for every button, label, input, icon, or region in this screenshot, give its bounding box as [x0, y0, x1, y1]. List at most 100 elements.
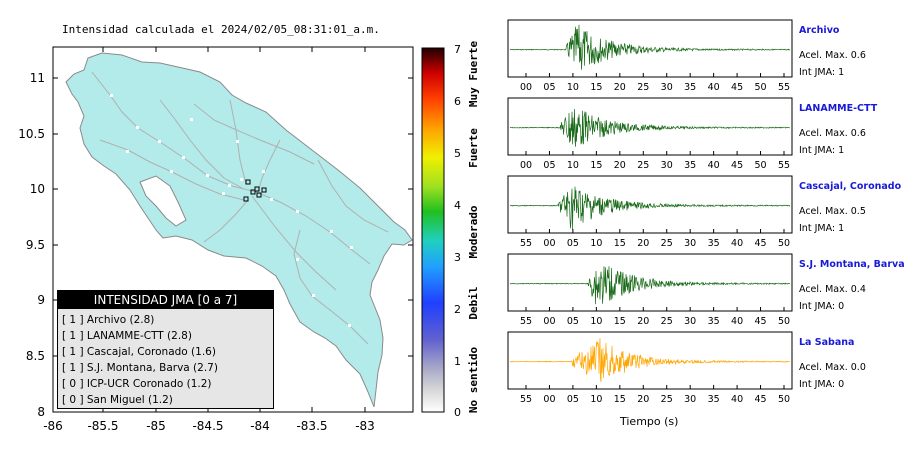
- x-tick-label: -84: [250, 419, 270, 433]
- y-tick-label: 8: [37, 405, 45, 419]
- station-panel: 55 00 05 10 15 20 25 30 35 40 45 50 Cascajal, Corona…: [507, 175, 902, 249]
- time-tick-label: 55: [520, 238, 532, 249]
- time-tick-label: 40: [708, 160, 720, 171]
- legend-title: INTENSIDAD JMA [0 a 7]: [58, 291, 273, 309]
- y-tick-label: 10: [30, 182, 45, 196]
- station-jma: Int JMA: 0: [799, 379, 844, 390]
- time-tick-label: 20: [637, 394, 649, 405]
- time-tick-label: 35: [708, 394, 720, 405]
- colorbar-label: Moderado: [467, 205, 480, 258]
- colorbar-label: Debil: [467, 286, 480, 319]
- time-tick-label: 45: [754, 316, 766, 327]
- y-tick-label: 10.5: [18, 127, 45, 141]
- station-accel: Acel. Max. 0.6: [799, 50, 866, 61]
- colorbar-tick: 4: [454, 199, 461, 212]
- x-tick-label: -86: [43, 419, 63, 433]
- time-tick-label: 45: [754, 238, 766, 249]
- waveform-panels: 00 05 10 15 20 25 30 35 40 45 50 55 Archivo Acel. Max…: [507, 19, 905, 405]
- time-tick-label: 10: [567, 160, 579, 171]
- time-tick-label: 10: [590, 394, 602, 405]
- time-tick-label: 05: [543, 82, 555, 93]
- time-tick-label: 50: [778, 238, 790, 249]
- time-tick-label: 45: [731, 82, 743, 93]
- waveform-trace: [510, 266, 791, 305]
- station-name: La Sabana: [799, 337, 854, 348]
- legend-row: [ 1 ] Cascajal, Coronado (1.6): [62, 346, 216, 358]
- time-tick-label: 30: [684, 394, 696, 405]
- y-tick-label: 11: [30, 71, 45, 85]
- time-tick-label: 15: [614, 238, 626, 249]
- station-panel: 55 00 05 10 15 20 25 30 35 40 45 50 La Sabana Acel. M…: [507, 331, 866, 405]
- x-tick-label: -83.5: [296, 419, 327, 433]
- y-tick-label: 9.5: [26, 238, 45, 252]
- time-tick-label: 55: [520, 316, 532, 327]
- colorbar-tick: 7: [454, 43, 461, 56]
- station-name: Cascajal, Coronado: [799, 181, 902, 192]
- colorbar-label: No sentido: [467, 347, 480, 414]
- map-x-axis: -86 -85.5 -85 -84.5 -84 -83.5 -83: [43, 47, 375, 433]
- waveform-trace: [509, 108, 790, 147]
- time-tick-label: 10: [567, 82, 579, 93]
- time-tick-label: 35: [684, 82, 696, 93]
- legend-row: [ 1 ] LANAMME-CTT (2.8): [62, 330, 192, 342]
- colorbar-gradient: [421, 47, 445, 413]
- colorbar-label: Muy Fuerte: [467, 41, 480, 108]
- panel-frame: [507, 19, 793, 78]
- time-tick-label: 00: [520, 160, 532, 171]
- time-tick-label: 15: [614, 394, 626, 405]
- time-tick-label: 00: [543, 316, 555, 327]
- time-tick-label: 45: [731, 160, 743, 171]
- time-tick-label: 00: [520, 82, 532, 93]
- time-tick-label: 00: [543, 238, 555, 249]
- town-markers: [110, 94, 353, 327]
- station-panel: 55 00 05 10 15 20 25 30 35 40 45 50 S.J. Montana, Ba…: [507, 253, 905, 327]
- station-jma: Int JMA: 1: [799, 223, 844, 234]
- costa-rica-land: [65, 52, 413, 408]
- time-tick-label: 10: [590, 316, 602, 327]
- colorbar-tick: 5: [454, 147, 461, 160]
- map-title: Intensidad calculada el 2024/02/05_08:31…: [62, 23, 380, 36]
- station-panel: 00 05 10 15 20 25 30 35 40 45 50 55 Archivo Acel. Max…: [507, 19, 866, 93]
- x-tick-label: -84.5: [192, 419, 223, 433]
- time-tick-label: 05: [567, 394, 579, 405]
- map-y-axis: 11 10.5 10 9.5 9 8.5 8: [18, 71, 413, 419]
- station-name: S.J. Montana, Barva: [799, 259, 905, 270]
- station-name: Archivo: [799, 25, 840, 36]
- time-tick-label: 20: [637, 316, 649, 327]
- time-tick-label: 35: [708, 316, 720, 327]
- gulf-nicoya: [139, 175, 187, 227]
- time-tick-label: 25: [637, 82, 649, 93]
- station-accel: Acel. Max. 0.4: [799, 284, 866, 295]
- time-tick-label: 50: [754, 160, 766, 171]
- time-tick-label: 15: [590, 160, 602, 171]
- colorbar-tick: 2: [454, 303, 461, 316]
- time-tick-label: 20: [614, 82, 626, 93]
- time-tick-label: 55: [520, 394, 532, 405]
- time-tick-label: 55: [778, 82, 790, 93]
- time-tick-label: 35: [684, 160, 696, 171]
- time-tick-label: 20: [637, 238, 649, 249]
- x-tick-label: -83: [355, 419, 375, 433]
- colorbar: 7 6 5 4 3 2 1 0 Muy Fuerte Fuerte Modera…: [421, 41, 480, 419]
- time-tick-label: 45: [754, 394, 766, 405]
- station-jma: Int JMA: 0: [799, 301, 844, 312]
- station-accel: Acel. Max. 0.5: [799, 206, 866, 217]
- time-tick-label: 30: [684, 238, 696, 249]
- time-tick-label: 25: [661, 316, 673, 327]
- time-tick-label: 50: [778, 394, 790, 405]
- time-tick-label: 30: [684, 316, 696, 327]
- time-tick-label: 30: [661, 82, 673, 93]
- station-panel: 00 05 10 15 20 25 30 35 40 45 50 55 LANAMME-CTT Acel.…: [507, 97, 878, 171]
- waveform-trace: [509, 186, 791, 230]
- time-tick-label: 00: [543, 394, 555, 405]
- x-axis-label: Tiempo (s): [620, 415, 679, 428]
- colorbar-tick: 3: [454, 251, 461, 264]
- legend-row: [ 1 ] Archivo (2.8): [62, 314, 155, 326]
- intensity-legend: INTENSIDAD JMA [0 a 7] [ 1 ] Archivo (2.…: [57, 290, 274, 409]
- time-tick-label: 15: [614, 316, 626, 327]
- time-tick-label: 25: [661, 394, 673, 405]
- station-accel: Acel. Max. 0.6: [799, 128, 866, 139]
- time-tick-label: 25: [637, 160, 649, 171]
- time-tick-label: 40: [731, 394, 743, 405]
